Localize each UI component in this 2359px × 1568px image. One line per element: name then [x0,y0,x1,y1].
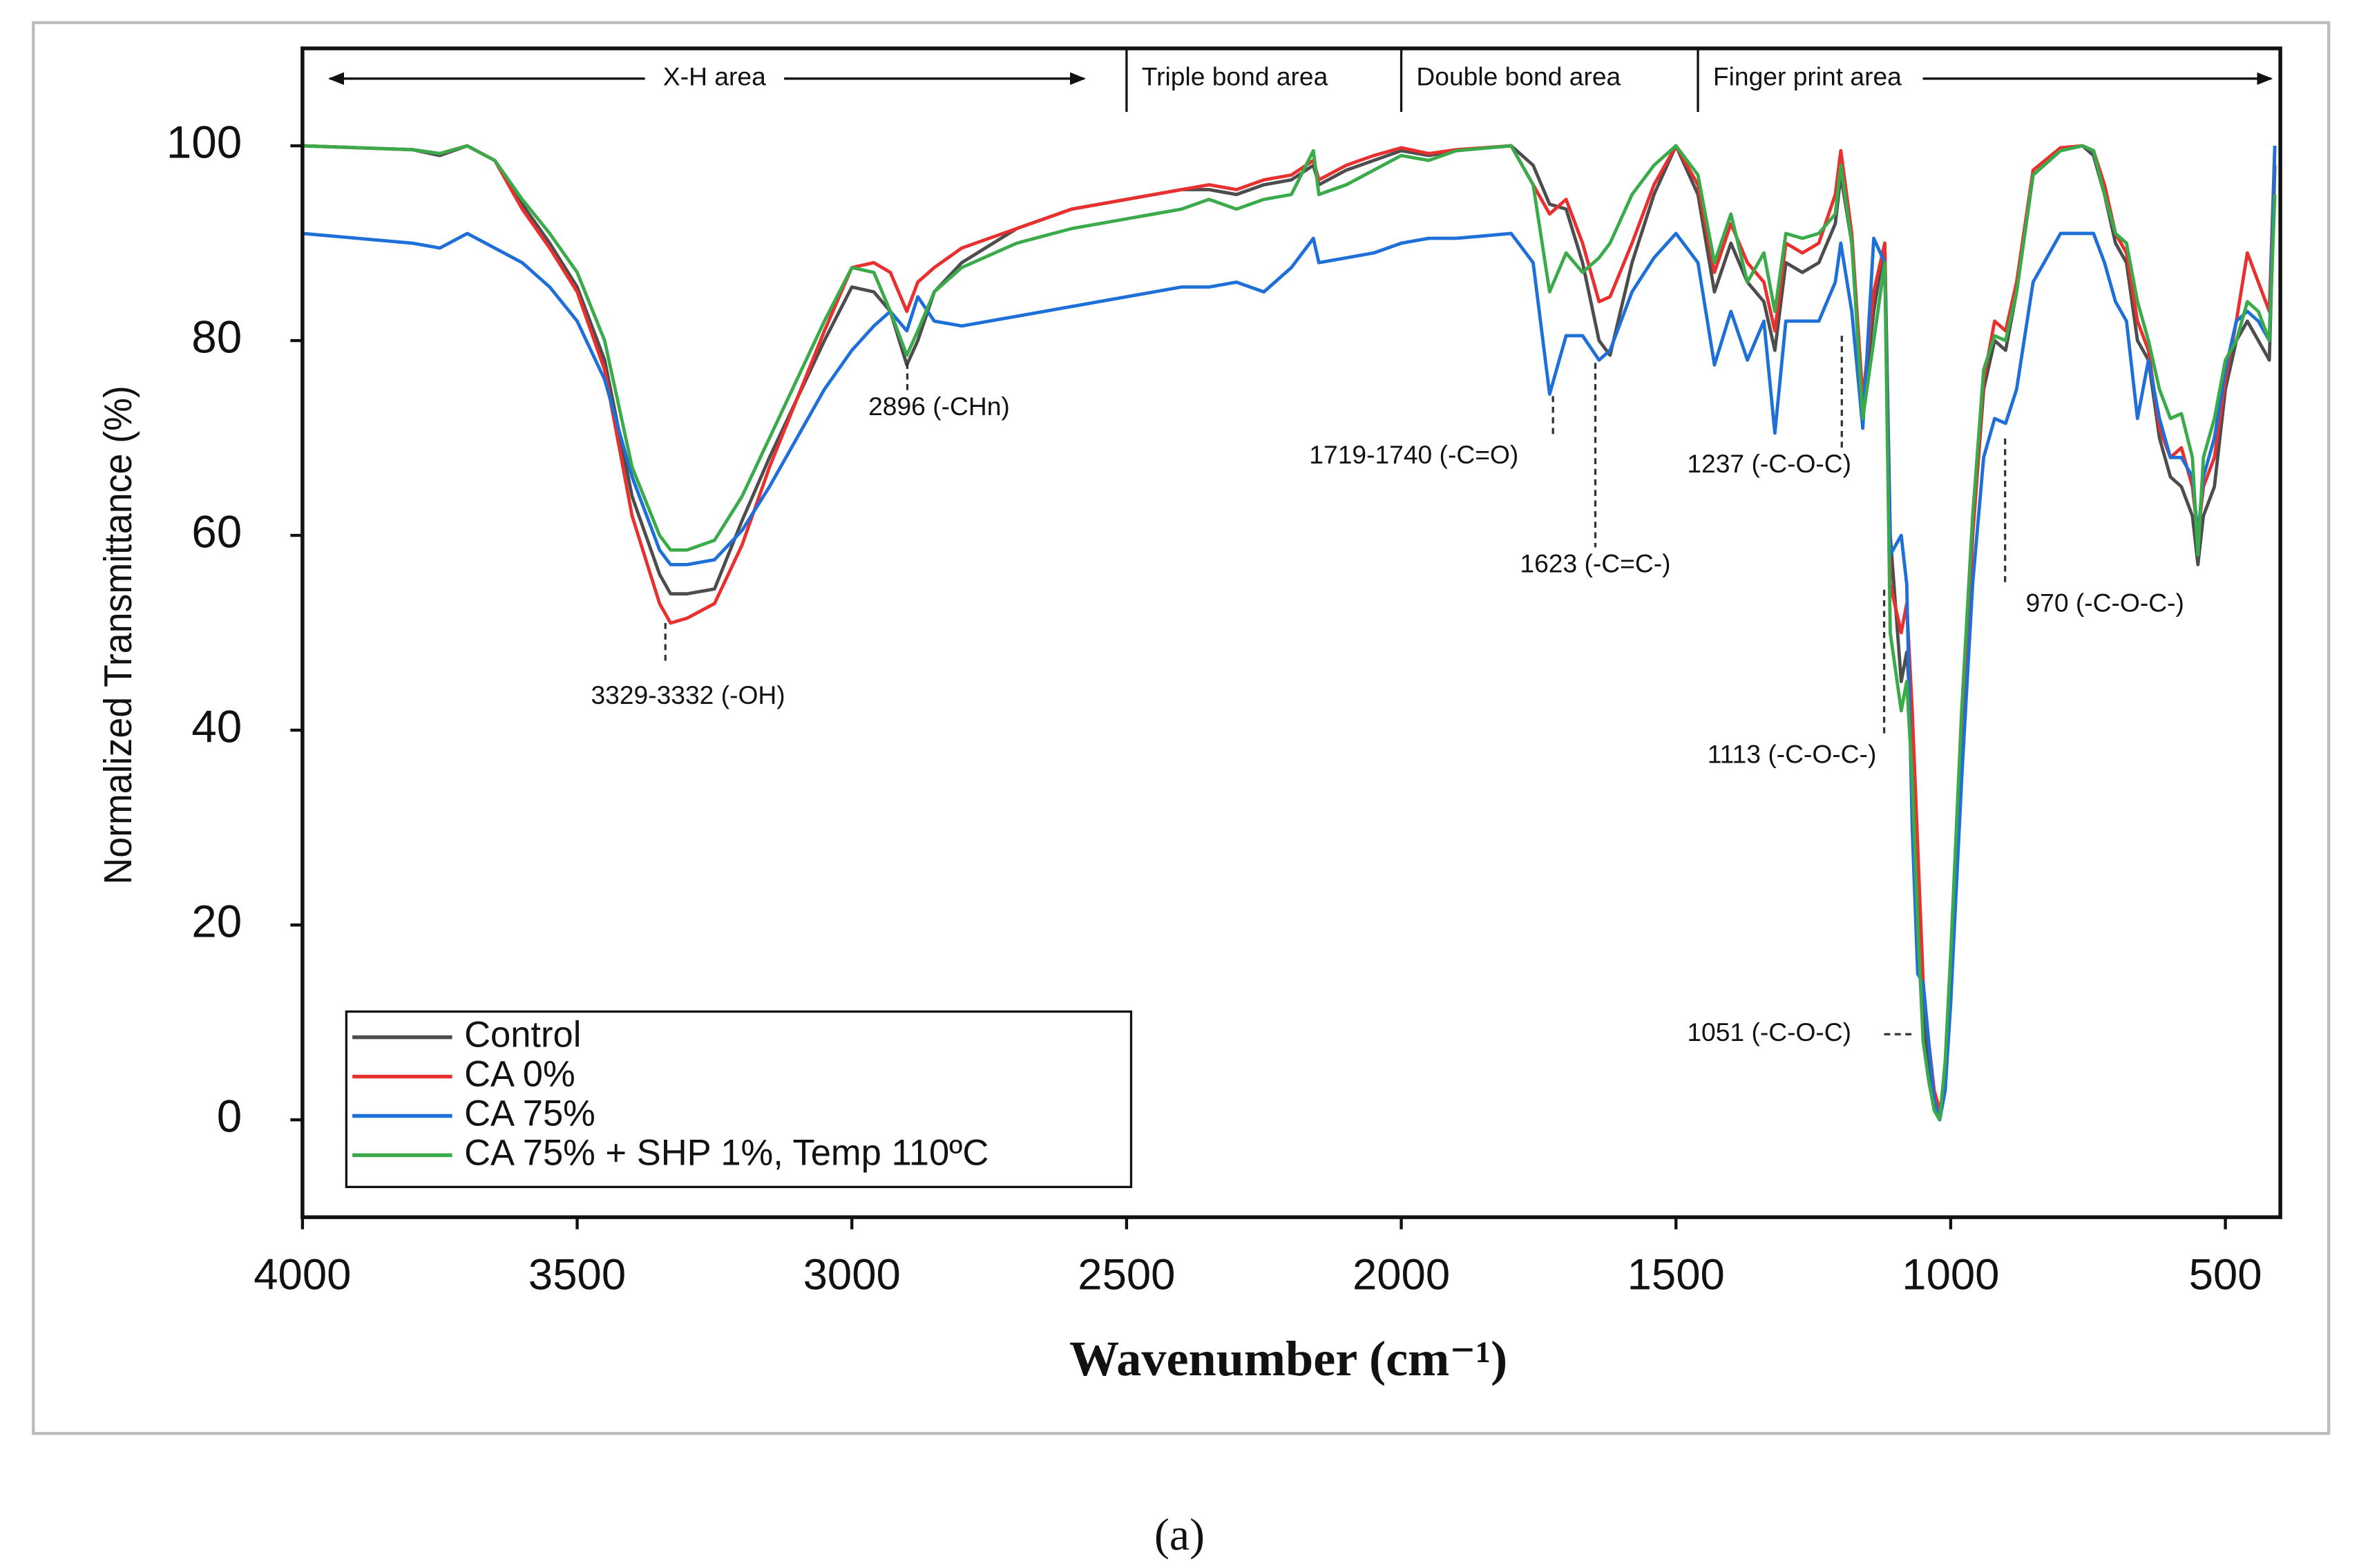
series-line [302,144,2277,1112]
series-group [302,144,2277,1122]
x-tick-label: 500 [2189,1250,2262,1299]
annotation: 1051 (-C-O-C) [1687,1017,1851,1046]
x-tick-label: 1000 [1902,1250,1999,1299]
legend-box [345,1010,1133,1189]
legend-label: CA 0% [464,1053,575,1094]
x-tick-label: 2500 [1078,1250,1175,1299]
x-tick-label: 3000 [803,1250,901,1299]
annotation: 1623 (-C=C-) [1520,549,1670,578]
x-tick-label: 3500 [528,1250,626,1299]
series-line [302,144,2277,1122]
annotation: 3329-3332 (-OH) [591,680,785,709]
y-tick-label: 100 [166,117,242,167]
y-tick-label: 60 [191,506,242,557]
region-label: Double bond area [1416,62,1621,91]
legend-label: CA 75% + SHP 1%, Temp 110ºC [464,1132,989,1173]
caption: (a) [1154,1509,1205,1560]
region-label: Triple bond area [1142,62,1328,91]
x-axis-label: Wavenumber (cm⁻¹) [1069,1331,1507,1386]
region-label: X-H area [663,62,766,91]
y-tick-label: 80 [191,312,242,362]
series-line [302,144,2277,1122]
series-line [302,145,2277,1122]
annotation: 1237 (-C-O-C) [1687,449,1851,478]
x-tick-label: 2000 [1353,1250,1450,1299]
region-label: Finger print area [1713,62,1902,91]
y-axis-label: Normalized Transmittance (%) [96,385,140,884]
plot-frame [300,46,2282,1219]
annotation: 1719-1740 (-C=O) [1309,440,1518,469]
x-tick-label: 4000 [254,1250,351,1299]
annotation: 1113 (-C-O-C-) [1708,739,1877,768]
y-tick-label: 40 [191,701,242,752]
annotation: 970 (-C-O-C-) [2025,588,2184,617]
y-tick-label: 20 [191,896,242,946]
x-tick-label: 1500 [1627,1250,1725,1299]
legend-label: CA 75% [464,1093,595,1134]
annotation: 2896 (-CHn) [868,392,1010,421]
legend-label: Control [464,1015,581,1055]
frame [32,21,2331,1435]
y-tick-label: 0 [217,1091,242,1141]
